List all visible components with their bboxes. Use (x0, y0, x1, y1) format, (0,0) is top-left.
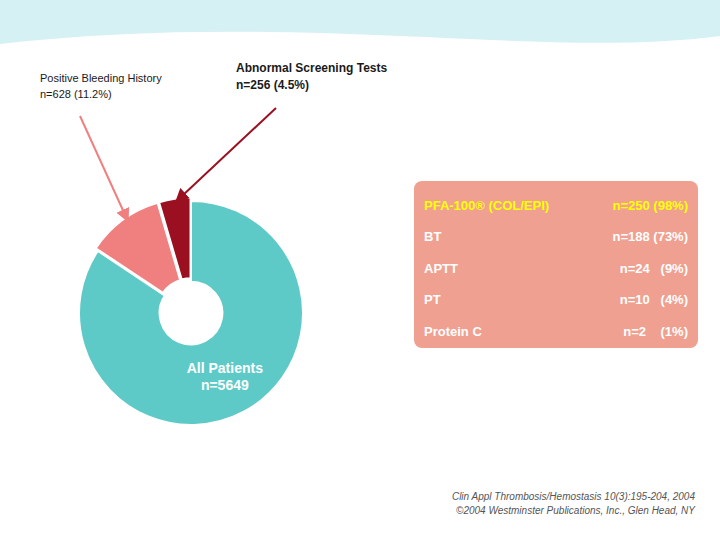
table-label: PT (424, 292, 441, 307)
citation: Clin Appl Thrombosis/Hemostasis 10(3):19… (452, 491, 696, 502)
chart: All Patientsn=5649 Positive Bleeding Hist… (0, 0, 720, 540)
slice-annotation: Abnormal Screening Tests (236, 61, 387, 75)
donut-slice (159, 198, 190, 280)
slice-annotation: n=256 (4.5%) (236, 78, 309, 92)
slice-label: n=5649 (201, 377, 249, 393)
slice-annotation: Positive Bleeding History (40, 72, 162, 84)
slice-annotation: n=628 (11.2%) (40, 88, 112, 100)
table-label: PFA-100® (COL/EPI) (424, 198, 549, 213)
table-label: BT (424, 229, 441, 244)
info-table: PFA-100® (COL/EPI) n=250 (98%) BT n=188 (73… (414, 181, 698, 348)
table-label: APTT (424, 261, 458, 276)
slice-label: All Patients (187, 360, 263, 376)
info-box (414, 181, 698, 348)
citation: ©2004 Westminster Publications, Inc., Gl… (456, 505, 696, 516)
table-value: n=24 (9%) (620, 261, 688, 276)
decoration-band (0, 0, 720, 44)
table-value: n=10 (4%) (620, 292, 688, 307)
table-value: n=2 (1%) (623, 324, 688, 339)
table-value: n=188 (73%) (612, 229, 688, 244)
annotation-arrow (80, 116, 128, 221)
table-value: n=250 (98%) (612, 198, 688, 213)
table-label: Protein C (424, 324, 482, 339)
annotation-arrow (176, 108, 276, 202)
donut (79, 198, 303, 425)
